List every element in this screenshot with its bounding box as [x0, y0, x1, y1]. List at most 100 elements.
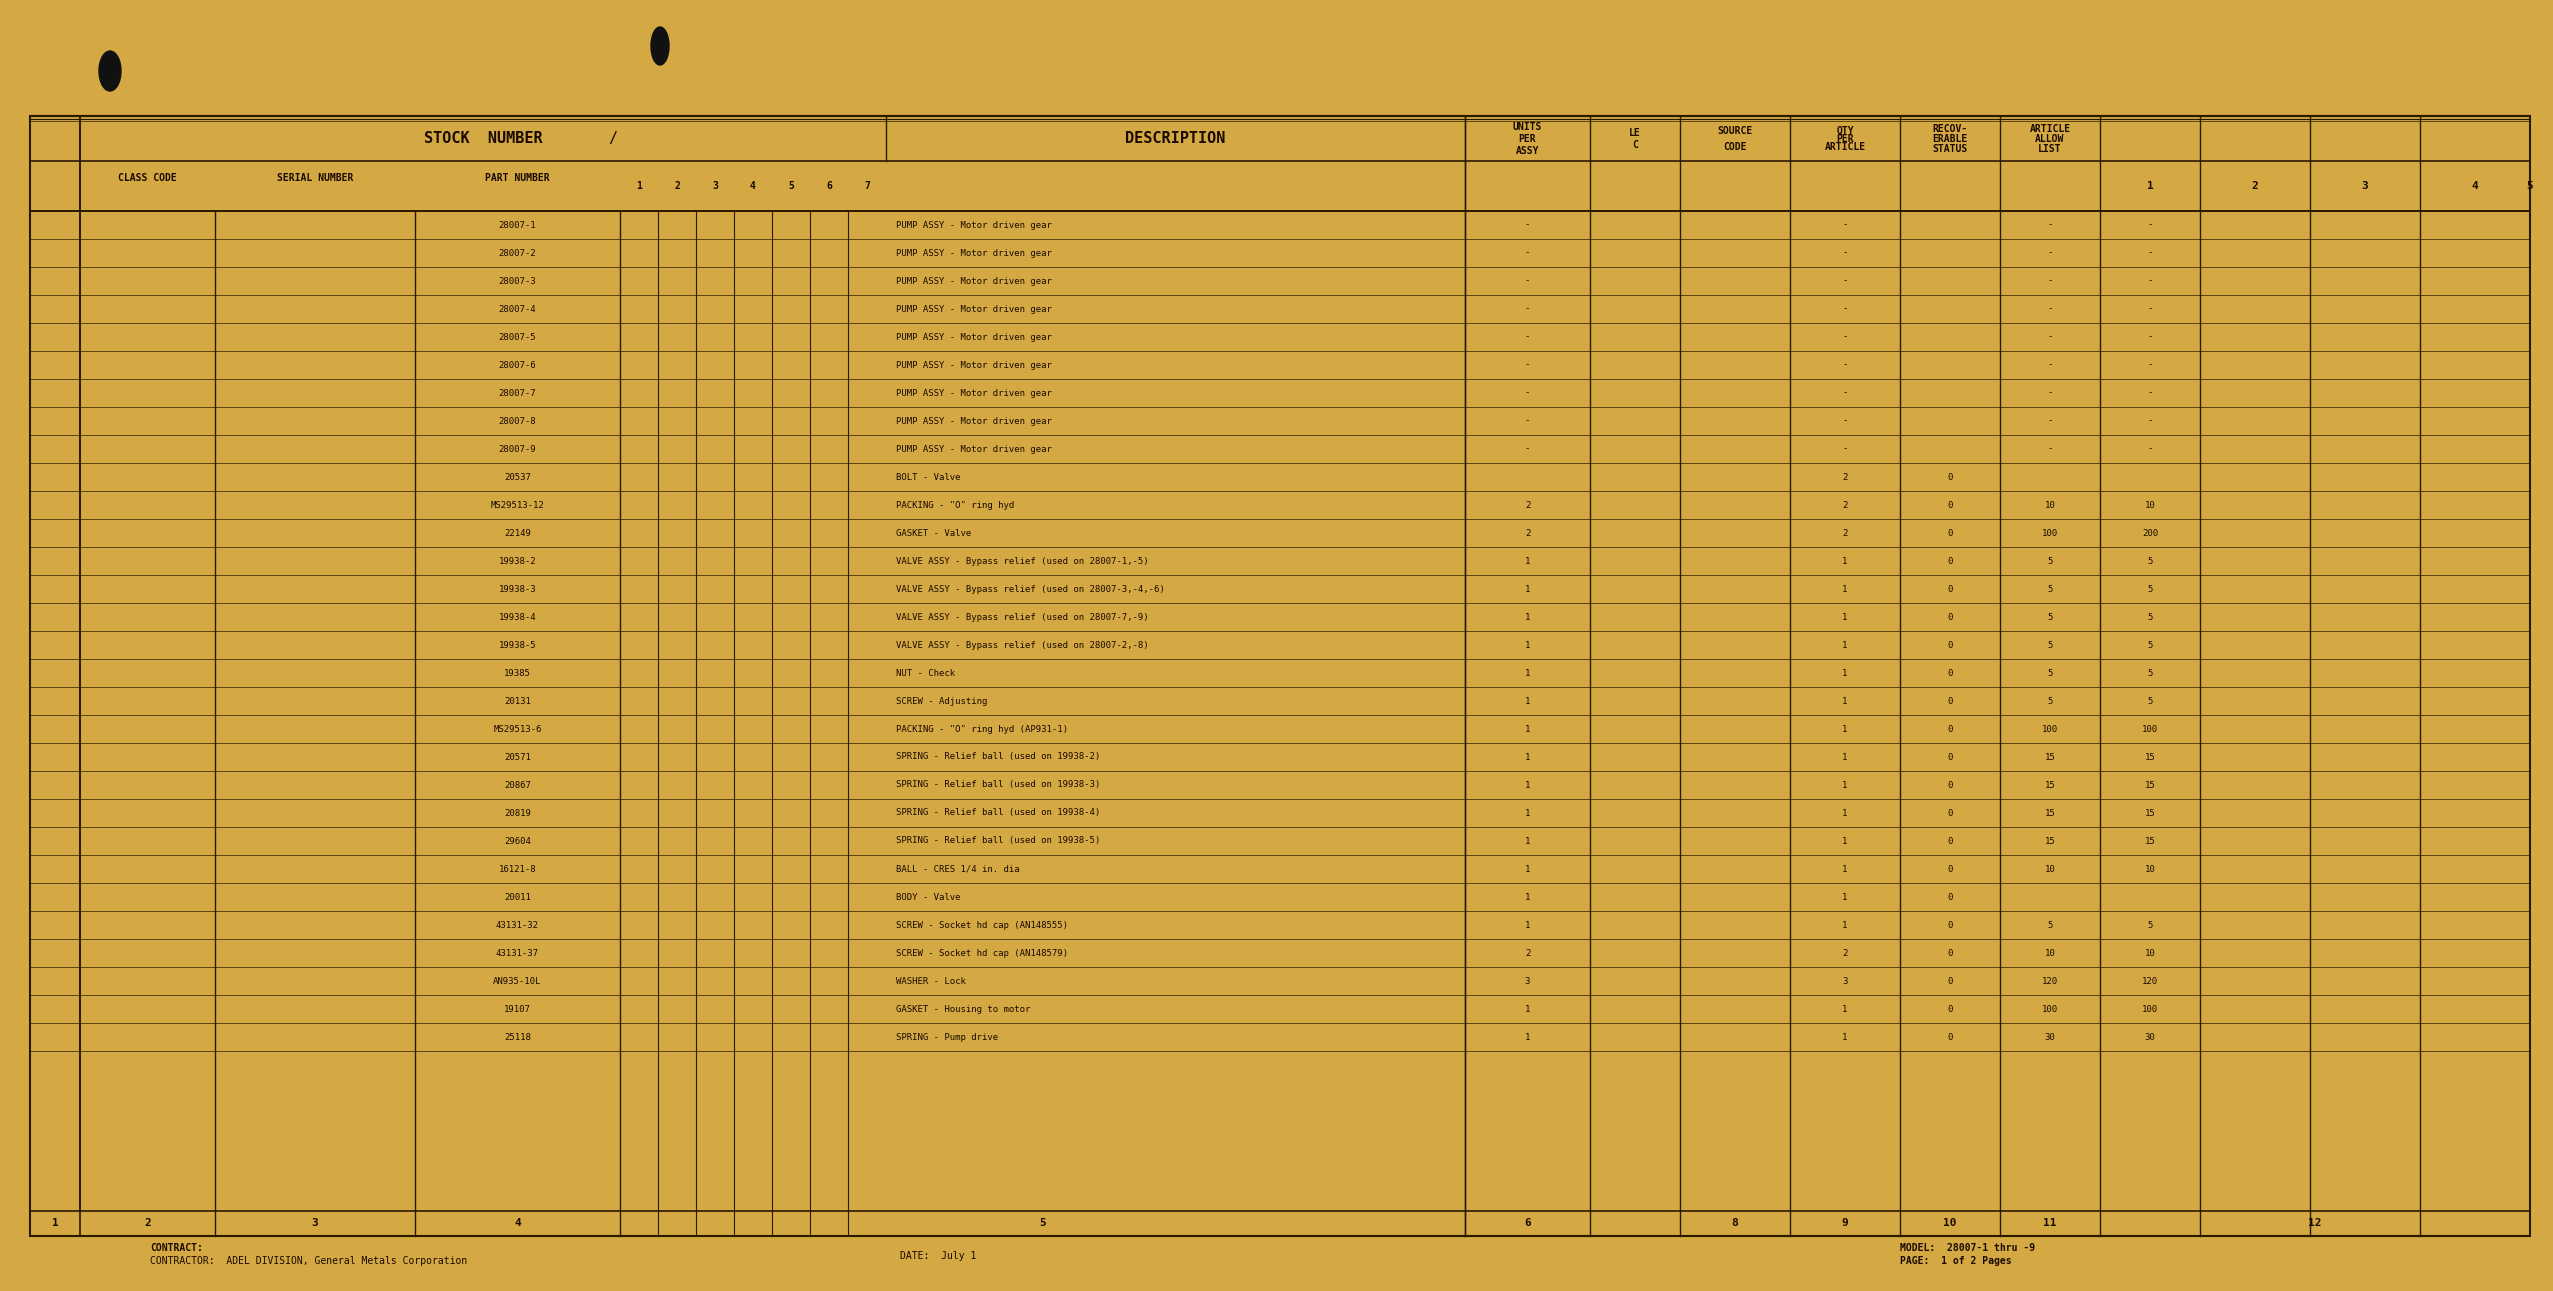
Ellipse shape [100, 52, 120, 90]
Text: 0: 0 [1948, 865, 1953, 874]
Text: GASKET - Housing to motor: GASKET - Housing to motor [896, 1004, 1031, 1013]
Text: 0: 0 [1948, 612, 1953, 621]
Text: 30: 30 [2045, 1033, 2055, 1042]
Text: 15: 15 [2045, 837, 2055, 846]
Text: 12: 12 [2308, 1219, 2321, 1229]
Text: 28007-1: 28007-1 [498, 221, 536, 230]
Text: NUT - Check: NUT - Check [896, 669, 955, 678]
Text: -: - [2147, 360, 2152, 369]
Text: 10: 10 [2045, 501, 2055, 510]
Text: LIST: LIST [2037, 143, 2063, 154]
Text: 19938-2: 19938-2 [498, 556, 536, 565]
Text: 5: 5 [2147, 612, 2152, 621]
Text: 28007-4: 28007-4 [498, 305, 536, 314]
Text: CLASS CODE: CLASS CODE [117, 173, 176, 183]
Text: MS29513-6: MS29513-6 [493, 724, 541, 733]
Text: RECOV-: RECOV- [1933, 124, 1968, 133]
Text: 10: 10 [1943, 1219, 1956, 1229]
Text: 3: 3 [712, 181, 717, 191]
Text: 1: 1 [1843, 612, 1848, 621]
Text: 0: 0 [1948, 808, 1953, 817]
Text: 28007-6: 28007-6 [498, 360, 536, 369]
Text: BOLT - Valve: BOLT - Valve [896, 473, 960, 482]
Text: -: - [2048, 221, 2053, 230]
Text: 29604: 29604 [503, 837, 531, 846]
Text: 0: 0 [1948, 669, 1953, 678]
Text: 1: 1 [1524, 753, 1529, 762]
Text: ASSY: ASSY [1516, 146, 1539, 155]
Text: -: - [1843, 417, 1848, 426]
Text: 9: 9 [1841, 1219, 1848, 1229]
Text: 28007-8: 28007-8 [498, 417, 536, 426]
Text: 0: 0 [1948, 949, 1953, 958]
Text: 1: 1 [1843, 1004, 1848, 1013]
Text: 16121-8: 16121-8 [498, 865, 536, 874]
Text: 1: 1 [1524, 920, 1529, 930]
Text: PER: PER [1836, 133, 1853, 143]
Text: 28007-9: 28007-9 [498, 444, 536, 453]
Text: PUMP ASSY - Motor driven gear: PUMP ASSY - Motor driven gear [896, 417, 1052, 426]
Text: -: - [1843, 248, 1848, 257]
Text: 5: 5 [2147, 556, 2152, 565]
Text: 5: 5 [2048, 669, 2053, 678]
Text: BALL - CRES 1/4 in. dia: BALL - CRES 1/4 in. dia [896, 865, 1019, 874]
Text: 1: 1 [1843, 669, 1848, 678]
Text: SCREW - Socket hd cap (AN148555): SCREW - Socket hd cap (AN148555) [896, 920, 1067, 930]
Text: 20571: 20571 [503, 753, 531, 762]
Text: 1: 1 [1843, 753, 1848, 762]
Text: 10: 10 [2045, 949, 2055, 958]
Text: 19107: 19107 [503, 1004, 531, 1013]
Text: 1: 1 [1843, 892, 1848, 901]
Text: 1: 1 [1843, 837, 1848, 846]
Text: STATUS: STATUS [1933, 143, 1968, 154]
Text: -: - [2048, 305, 2053, 314]
Text: 1: 1 [1524, 640, 1529, 649]
Text: 5: 5 [2048, 697, 2053, 705]
Text: 1: 1 [1524, 585, 1529, 594]
Text: 120: 120 [2042, 976, 2058, 985]
Text: 1: 1 [1524, 808, 1529, 817]
Text: 19938-4: 19938-4 [498, 612, 536, 621]
Text: C: C [1631, 139, 1639, 150]
Text: 6: 6 [1524, 1219, 1532, 1229]
Text: 1: 1 [51, 1219, 59, 1229]
Text: CODE: CODE [1723, 142, 1746, 151]
Text: 10: 10 [2145, 949, 2155, 958]
Text: PER: PER [1519, 133, 1537, 143]
Text: 0: 0 [1948, 1033, 1953, 1042]
Text: 15: 15 [2045, 781, 2055, 790]
Text: 5: 5 [2527, 181, 2533, 191]
Text: PACKING - "O" ring hyd: PACKING - "O" ring hyd [896, 501, 1014, 510]
Text: 28007-3: 28007-3 [498, 276, 536, 285]
Text: 1: 1 [1843, 1033, 1848, 1042]
Text: /: / [608, 130, 618, 146]
Text: 200: 200 [2142, 528, 2157, 537]
Text: WASHER - Lock: WASHER - Lock [896, 976, 965, 985]
Text: PUMP ASSY - Motor driven gear: PUMP ASSY - Motor driven gear [896, 389, 1052, 398]
Text: 1: 1 [1843, 781, 1848, 790]
Text: -: - [2048, 333, 2053, 342]
Text: -: - [2147, 417, 2152, 426]
Text: PUMP ASSY - Motor driven gear: PUMP ASSY - Motor driven gear [896, 276, 1052, 285]
Text: -: - [1524, 444, 1529, 453]
Text: 100: 100 [2042, 1004, 2058, 1013]
Text: -: - [1843, 276, 1848, 285]
Text: 15: 15 [2145, 753, 2155, 762]
Text: 0: 0 [1948, 753, 1953, 762]
Text: 1: 1 [1843, 808, 1848, 817]
Text: ALLOW: ALLOW [2035, 133, 2065, 143]
Text: 0: 0 [1948, 1004, 1953, 1013]
Text: CONTRACT:: CONTRACT: [151, 1243, 202, 1254]
Text: 6: 6 [827, 181, 832, 191]
Text: ARTICLE: ARTICLE [2030, 124, 2070, 133]
Text: -: - [1524, 389, 1529, 398]
Bar [31, 116, 2530, 1235]
Text: PUMP ASSY - Motor driven gear: PUMP ASSY - Motor driven gear [896, 444, 1052, 453]
Text: 1: 1 [1524, 612, 1529, 621]
Text: -: - [1843, 305, 1848, 314]
Text: UNITS: UNITS [1514, 121, 1542, 132]
Ellipse shape [651, 27, 669, 65]
Text: PUMP ASSY - Motor driven gear: PUMP ASSY - Motor driven gear [896, 305, 1052, 314]
Text: 2: 2 [1843, 501, 1848, 510]
Text: 0: 0 [1948, 781, 1953, 790]
